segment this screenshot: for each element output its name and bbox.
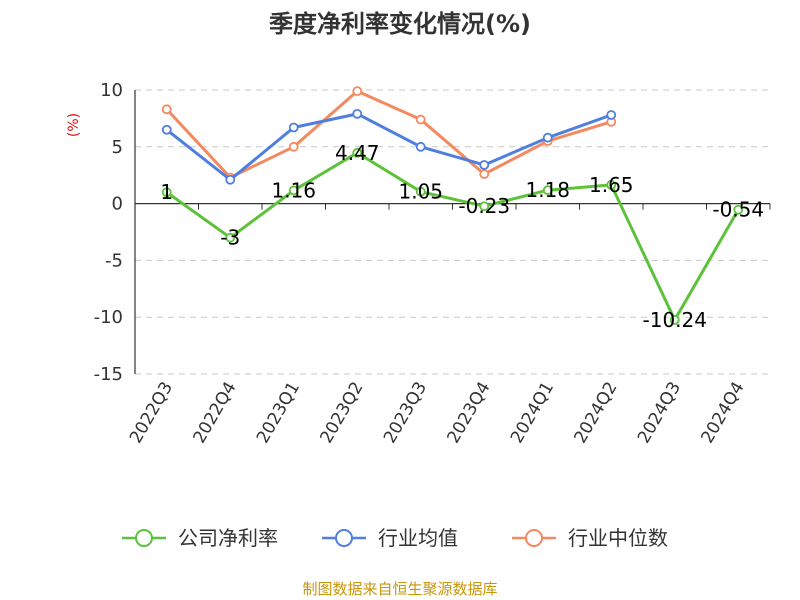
data-point <box>415 141 426 152</box>
data-point <box>352 147 363 158</box>
data-point <box>352 86 363 97</box>
series-lines <box>161 86 744 325</box>
legend-label: 行业均值 <box>378 526 458 550</box>
y-tick-label: 10 <box>100 80 123 101</box>
data-point <box>225 232 236 243</box>
data-label: -0.54 <box>712 198 764 222</box>
data-point <box>415 114 426 125</box>
data-label: 1.18 <box>525 178 570 202</box>
data-point <box>542 132 553 143</box>
y-tick-label: -10 <box>94 307 123 328</box>
data-label: 1 <box>160 180 173 204</box>
data-label: 1.65 <box>589 173 634 197</box>
data-point <box>606 179 617 190</box>
x-tick-label: 2024Q1 <box>507 379 558 447</box>
legend-marker <box>335 529 353 547</box>
data-point <box>161 104 172 115</box>
y-tick-label: -15 <box>94 364 123 385</box>
chart-title: 季度净利率变化情况(%) <box>269 10 531 38</box>
data-point <box>288 141 299 152</box>
legend-marker <box>525 529 543 547</box>
data-point <box>606 110 617 120</box>
y-tick-label: 5 <box>112 137 123 158</box>
x-tick-label: 2022Q3 <box>126 379 177 447</box>
series-line <box>165 112 612 182</box>
data-point <box>161 124 172 135</box>
x-tick-label: 2022Q4 <box>190 379 241 447</box>
series-line <box>165 151 740 322</box>
y-tick-label: 0 <box>112 194 123 215</box>
data-point <box>415 186 426 197</box>
data-label: 1.05 <box>398 180 443 204</box>
x-tick-label: 2023Q1 <box>253 379 304 447</box>
x-tick-label: 2023Q4 <box>444 379 495 447</box>
data-label: -0.23 <box>458 194 510 218</box>
data-label: 4.47 <box>335 141 380 165</box>
y-axis-label: (%) <box>66 113 82 137</box>
x-tick-label: 2024Q4 <box>698 379 749 447</box>
data-point <box>479 160 490 170</box>
x-tick-label: 2023Q2 <box>317 379 368 447</box>
legend-label: 行业中位数 <box>568 526 668 550</box>
source-note: 制图数据来自恒生聚源数据库 <box>302 580 497 598</box>
legend-label: 公司净利率 <box>178 526 278 550</box>
x-tick-label: 2023Q3 <box>380 379 431 447</box>
data-label: -3 <box>220 226 240 250</box>
data-point <box>542 185 553 196</box>
x-tick-label: 2024Q2 <box>571 379 622 447</box>
data-point <box>288 185 299 196</box>
data-label: -10.24 <box>643 308 707 332</box>
data-point <box>669 315 680 325</box>
data-point <box>288 122 299 133</box>
data-point <box>479 169 490 179</box>
data-point <box>225 174 236 185</box>
data-point <box>479 201 490 212</box>
x-tick-label: 2024Q3 <box>634 379 685 447</box>
data-point <box>733 204 744 215</box>
grid-lines <box>135 89 770 375</box>
data-point <box>352 108 363 119</box>
y-tick-label: -5 <box>105 250 123 271</box>
legend: 公司净利率 行业均值 行业中位数 <box>122 526 668 550</box>
data-labels: 1 -3 1.16 4.47 1.05 -0.23 1.18 1.65 -10.24 -0.54 <box>160 141 764 332</box>
data-label: 1.16 <box>271 178 316 202</box>
data-point <box>161 187 172 198</box>
legend-marker <box>135 529 153 547</box>
